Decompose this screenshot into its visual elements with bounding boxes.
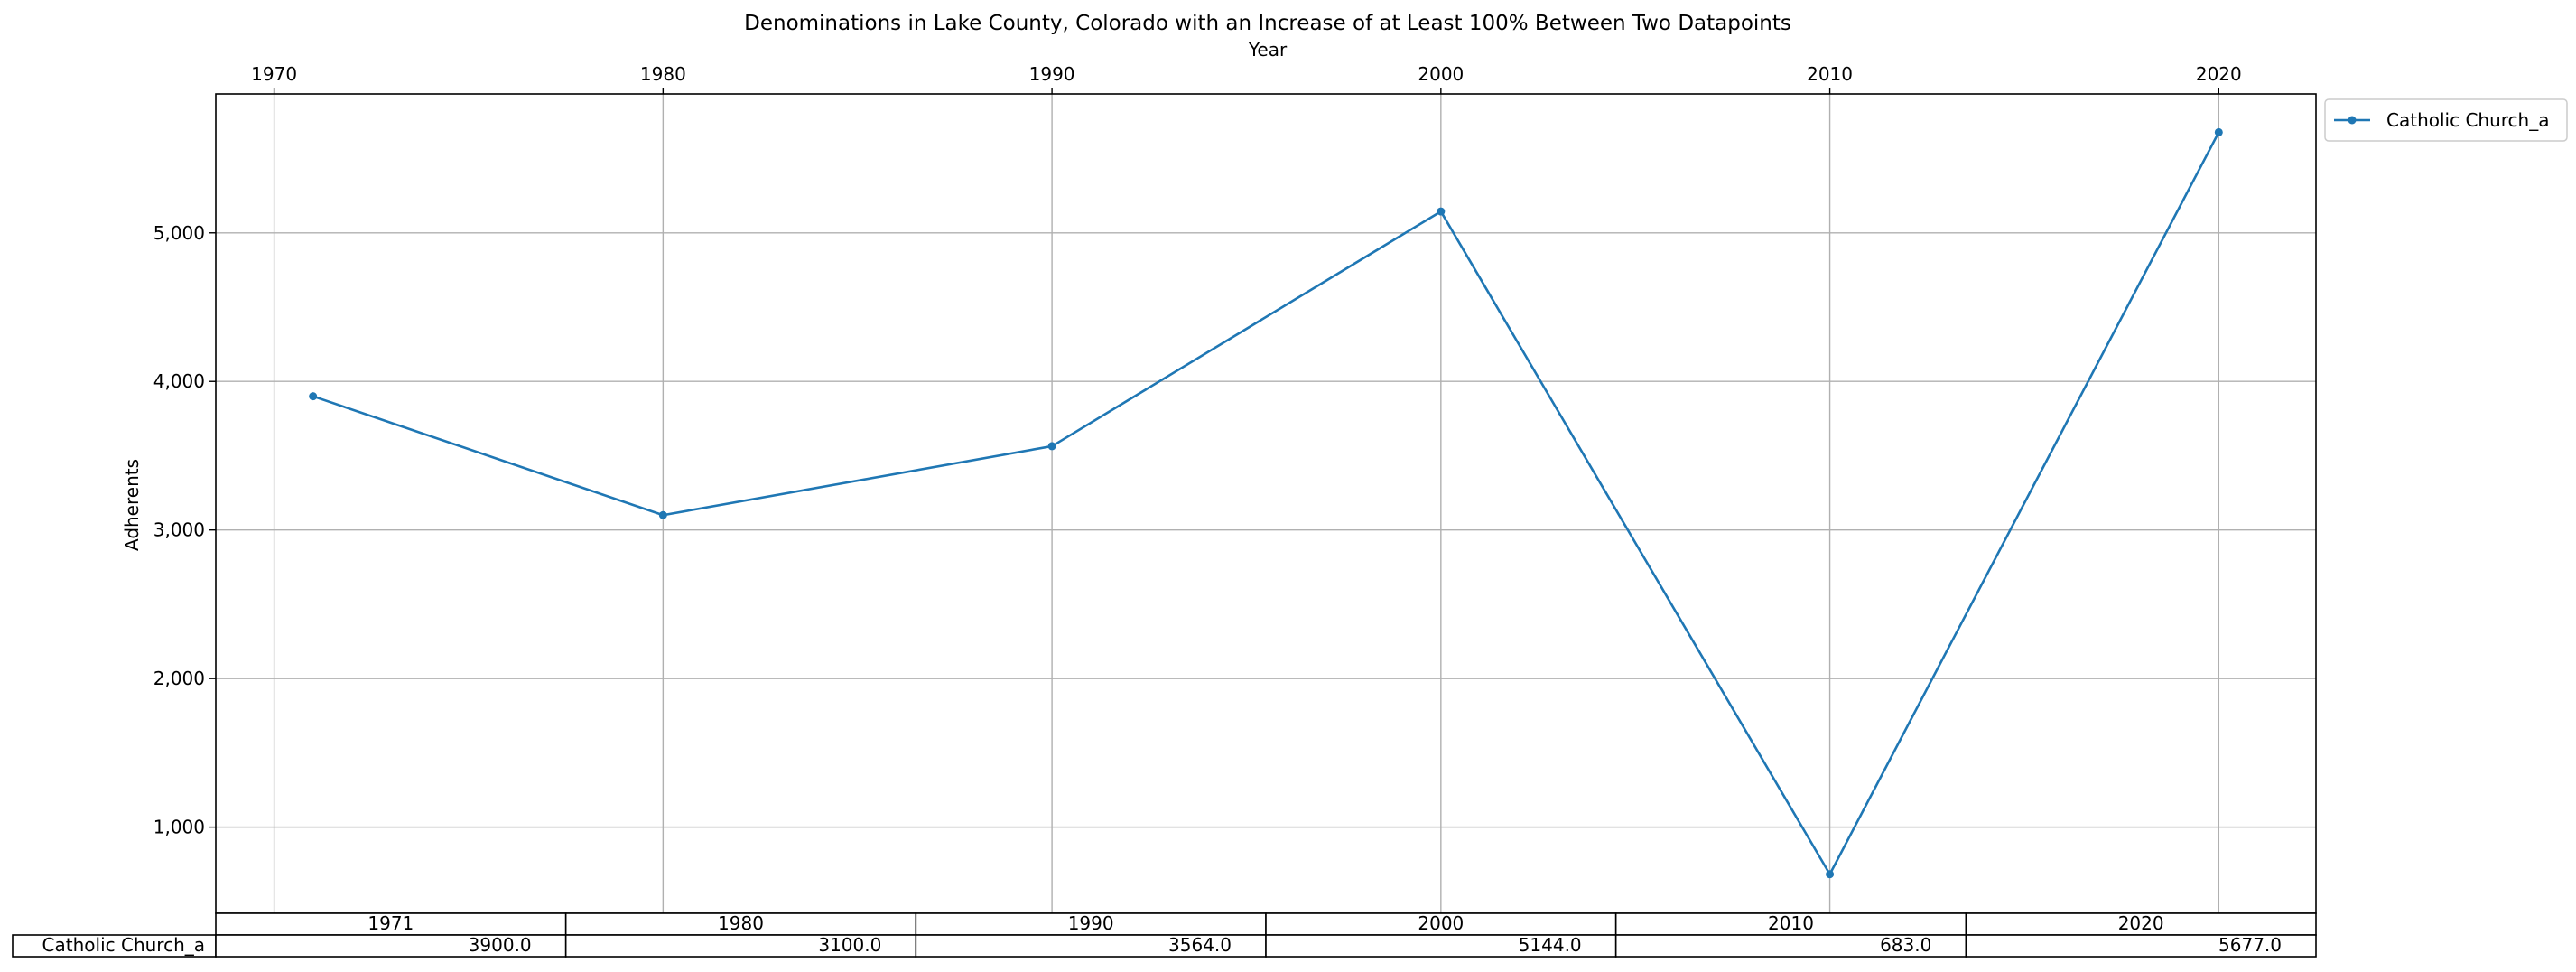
series-line <box>312 131 2220 876</box>
plot-area-frame <box>215 93 2317 914</box>
data-point <box>309 392 318 401</box>
y-tick-label: 4,000 <box>153 370 205 392</box>
data-table: 1971 1980 1990 2000 2010 2020 Catholic Church_… <box>12 912 2317 958</box>
x-tick-label: 1990 <box>1029 63 1075 85</box>
data-point <box>1047 442 1056 451</box>
table-cell-value: 3100.0 <box>818 934 881 956</box>
y-tick-label: 3,000 <box>153 519 205 541</box>
x-tick-label: 2000 <box>1418 63 1464 85</box>
x-tick-label: 1970 <box>251 63 297 85</box>
table-cell <box>1614 934 1967 958</box>
y-axis-label: Adherents <box>121 459 143 551</box>
x-tick-label: 1980 <box>640 63 686 85</box>
table-cell <box>215 934 567 958</box>
data-point <box>1826 870 1835 879</box>
data-point <box>1437 207 1446 216</box>
table-row-label-cell <box>12 934 217 958</box>
legend: Catholic Church_a <box>2324 98 2568 142</box>
axis-ticks: 1970 1980 1990 2000 2010 2020 1,000 2,000 3,000 4… <box>153 63 2242 838</box>
data-point <box>2214 127 2223 136</box>
y-tick-label: 1,000 <box>153 817 205 838</box>
table-cell-value: 3564.0 <box>1168 934 1232 956</box>
table-column-header: 1980 <box>718 912 764 934</box>
table-cell-value: 683.0 <box>1880 934 1931 956</box>
legend-point-marker <box>2348 116 2357 125</box>
table-header-cell <box>1965 912 2317 936</box>
grid-lines <box>216 94 2316 913</box>
table-column-header: 2000 <box>1418 912 1464 934</box>
table-column-header: 1971 <box>367 912 414 934</box>
table-column-header: 2010 <box>1768 912 1814 934</box>
legend-frame <box>2324 98 2568 142</box>
table-cell-value: 5677.0 <box>2218 934 2282 956</box>
x-tick-label: 2010 <box>1807 63 1853 85</box>
table-row-label: Catholic Church_a <box>42 934 205 956</box>
y-tick-label: 2,000 <box>153 668 205 689</box>
table-column-header: 2020 <box>2118 912 2164 934</box>
table-cell <box>1965 934 2317 958</box>
series-layer <box>309 127 2223 879</box>
y-tick-label: 5,000 <box>153 222 205 244</box>
table-column-header: 1990 <box>1068 912 1114 934</box>
table-header-cell <box>1265 912 1617 936</box>
legend-label: Catholic Church_a <box>2386 109 2549 131</box>
x-axis-label: Year <box>1248 39 1288 61</box>
table-cell-value: 3900.0 <box>469 934 532 956</box>
chart-title: Denominations in Lake County, Colorado w… <box>744 12 1791 35</box>
data-point <box>658 510 667 519</box>
x-tick-label: 2020 <box>2196 63 2242 85</box>
table-cell <box>915 934 1267 958</box>
table-cell-value: 5144.0 <box>1519 934 1582 956</box>
